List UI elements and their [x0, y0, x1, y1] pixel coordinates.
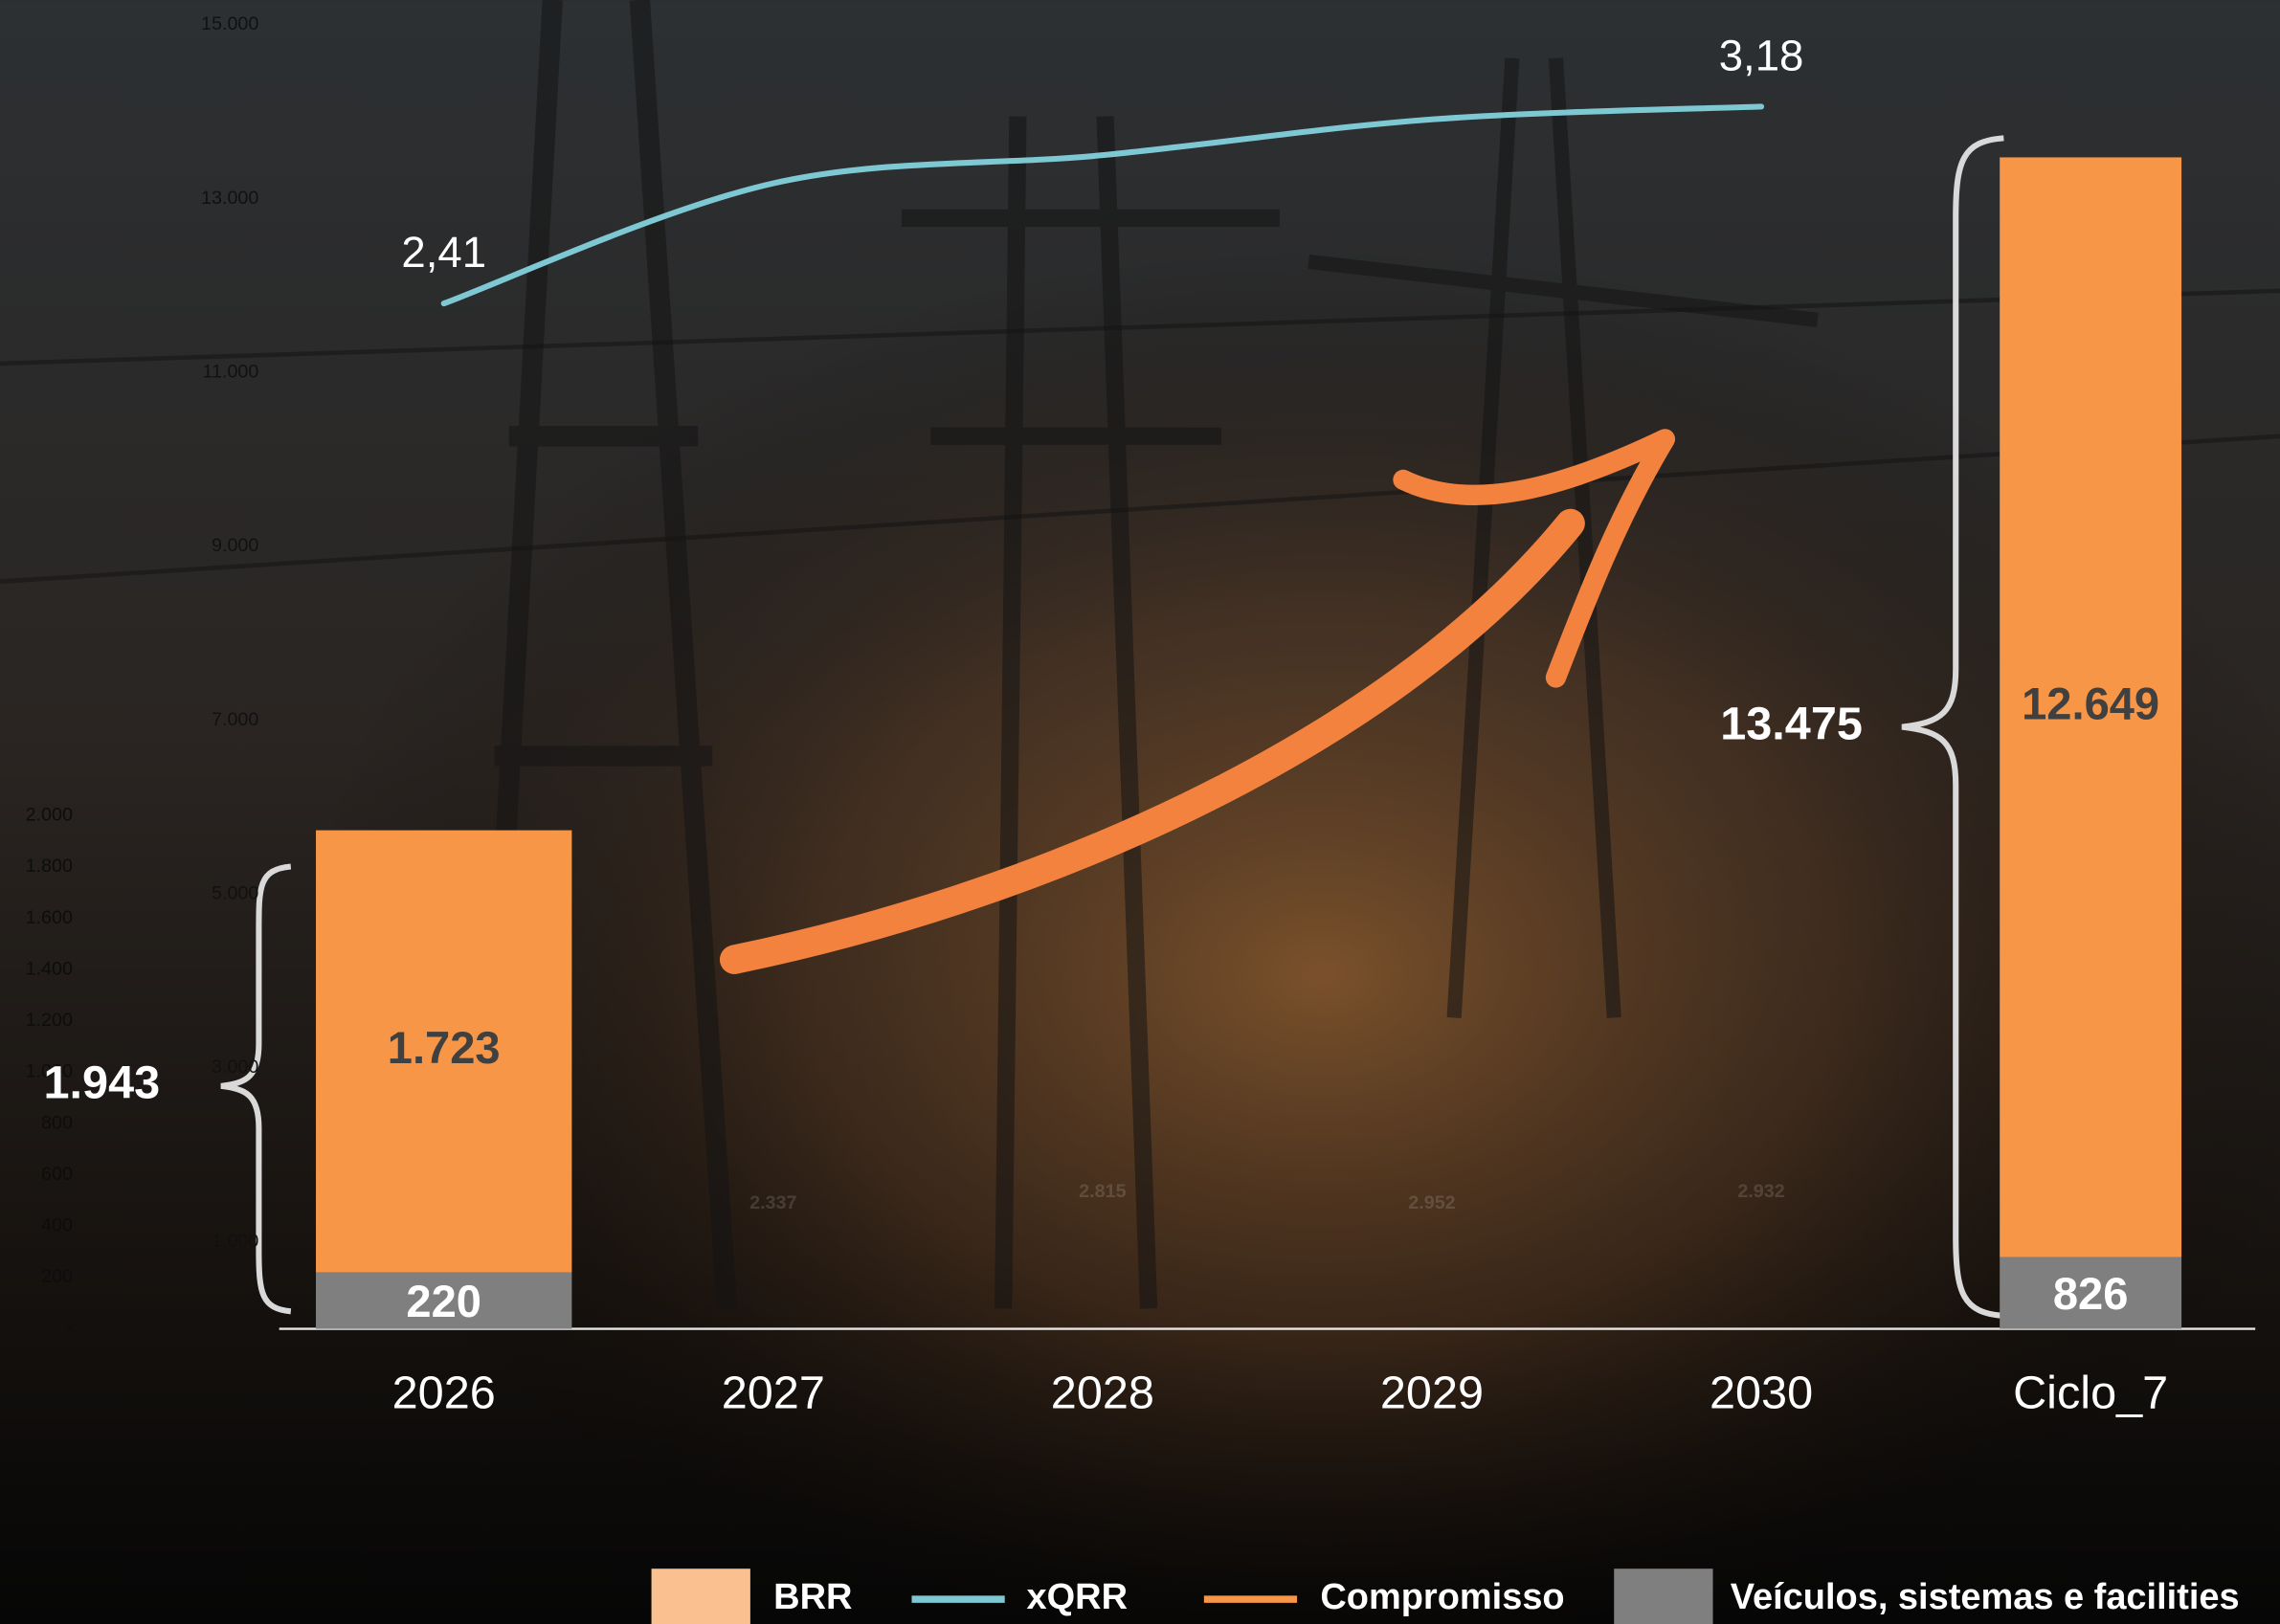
bar-segment [316, 1272, 572, 1329]
y-tick-label: 13.000 [201, 188, 258, 209]
legend-swatch [651, 1568, 750, 1624]
legend-label: Compromisso [1320, 1577, 1564, 1617]
data-label: 3,18 [1719, 31, 1804, 79]
bar-segment [316, 830, 572, 1273]
y2-tick-label: 1.800 [26, 856, 73, 877]
data-label: 2.952 [1408, 1192, 1455, 1213]
y2-tick-label: 600 [41, 1164, 73, 1185]
data-label: 2.337 [749, 1192, 796, 1213]
bar-segment [2000, 157, 2182, 1257]
y-tick-label: 11.000 [202, 361, 258, 382]
data-label: 1.723 [388, 1022, 501, 1073]
y2-tick-label: 200 [41, 1266, 73, 1287]
bar-segment [1012, 1084, 1194, 1329]
y-tick-label: 3.000 [212, 1057, 258, 1078]
bar-segment [2000, 1257, 2182, 1329]
x-tick-label: 2027 [722, 1367, 825, 1418]
x-tick-label: 2026 [392, 1367, 496, 1418]
x-tick-label: Ciclo_7 [2013, 1367, 2168, 1418]
total-label: 1.943 [44, 1057, 161, 1109]
y2-tick-label: 1.600 [26, 907, 73, 928]
brace [220, 863, 292, 1315]
legend-label: Veículos, sistemas e facilities [1731, 1577, 2240, 1617]
y-tick-label: 5.000 [212, 883, 258, 904]
y2-tick-label: 1.000 [26, 1061, 73, 1082]
brace [1901, 135, 2004, 1319]
total-label: 13.475 [1720, 698, 1863, 749]
data-label: 2.932 [1737, 1181, 1784, 1202]
y-tick-label: 9.000 [212, 535, 258, 556]
y2-tick-label: - [66, 1318, 73, 1339]
y2-tick-label: 800 [41, 1112, 73, 1133]
y-tick-label: 7.000 [212, 709, 258, 730]
legend-label: xQRR [1027, 1577, 1129, 1617]
legend-label: BRR [773, 1577, 852, 1617]
legend-swatch [1614, 1568, 1713, 1624]
data-label: 12.649 [2022, 678, 2159, 728]
data-label: 826 [2053, 1268, 2129, 1319]
x-tick-label: 2028 [1051, 1367, 1154, 1418]
growth-arrow-head [1393, 429, 1676, 688]
y2-tick-label: 2.000 [26, 805, 73, 826]
x-tick-label: 2030 [1710, 1367, 1813, 1418]
line-series [440, 103, 1765, 307]
data-label: 2,41 [401, 228, 486, 277]
y2-tick-label: 1.200 [26, 1010, 73, 1031]
data-label: 220 [406, 1276, 481, 1326]
y-tick-label: 15.000 [201, 13, 258, 34]
y2-tick-label: 1.400 [26, 958, 73, 979]
data-label: 2.815 [1079, 1181, 1126, 1202]
x-tick-label: 2029 [1380, 1367, 1484, 1418]
bar-segment [682, 1125, 864, 1328]
y-tick-label: 1.000 [212, 1231, 258, 1252]
growth-arrow [719, 508, 1585, 974]
y2-tick-label: 400 [41, 1215, 73, 1236]
tower-silhouettes [0, 0, 2280, 1308]
